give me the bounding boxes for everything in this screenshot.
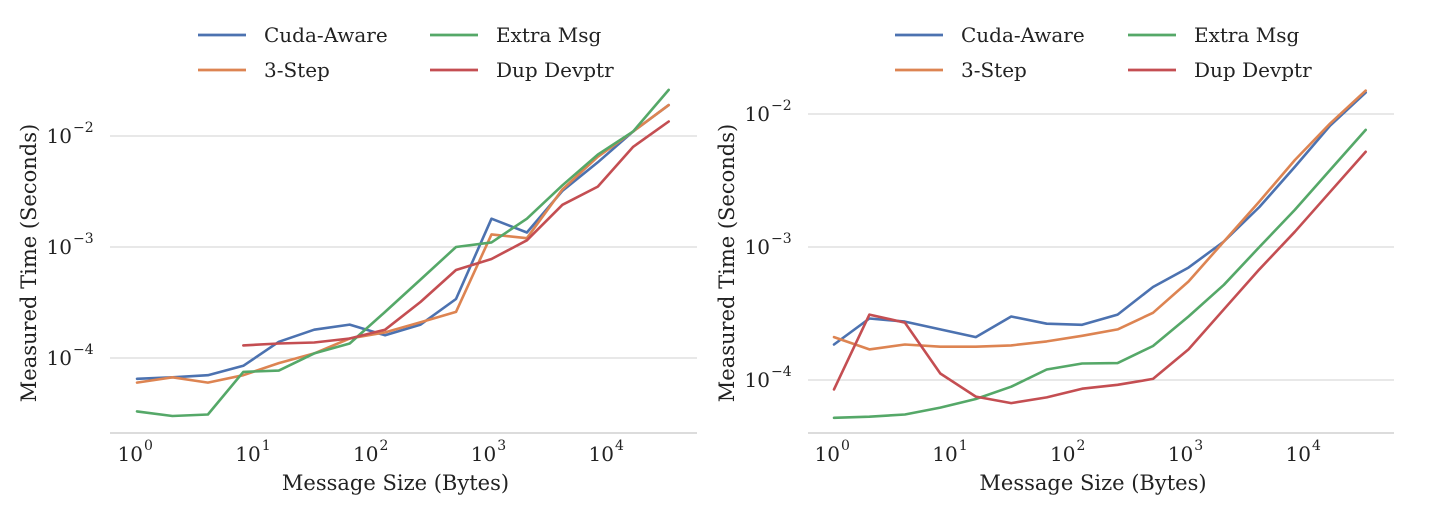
x-tick-exponent: 2 — [380, 438, 389, 454]
x-tick-exponent: 0 — [144, 438, 153, 454]
legend-item: Dup Devptr — [1128, 58, 1312, 82]
x-tick-exponent: 1 — [959, 438, 968, 454]
y-tick-label: 10 — [745, 235, 770, 259]
x-axis-label: Message Size (Bytes) — [979, 471, 1206, 495]
y-tick-label: 10 — [745, 102, 770, 126]
series-line-3-step — [832, 89, 1367, 351]
legend-item: Dup Devptr — [430, 58, 614, 82]
x-tick-label: 10 — [471, 442, 496, 466]
x-tick-exponent: 3 — [497, 438, 506, 454]
legend-label: Dup Devptr — [496, 58, 614, 82]
series-line-extra-msg — [135, 88, 671, 418]
legend-label: 3-Step — [961, 58, 1027, 82]
y-axis-label: Measured Time (Seconds) — [715, 124, 739, 402]
legend-item: 3-Step — [198, 58, 330, 82]
series-line-dup-devptr — [242, 120, 671, 347]
legend-label: Extra Msg — [496, 23, 602, 47]
x-tick-label: 10 — [589, 442, 614, 466]
x-tick-label: 10 — [1168, 442, 1193, 466]
legend-label: Dup Devptr — [1194, 58, 1312, 82]
y-axis-label: Measured Time (Seconds) — [17, 124, 41, 402]
x-tick-label: 10 — [932, 442, 957, 466]
x-axis-label: Message Size (Bytes) — [282, 471, 509, 495]
y-tick-exponent: −3 — [771, 231, 792, 247]
x-tick-label: 10 — [1286, 442, 1311, 466]
legend-label: 3-Step — [264, 58, 330, 82]
x-tick-exponent: 1 — [262, 438, 271, 454]
legend-label: Cuda-Aware — [264, 23, 388, 47]
series-line-dup-devptr — [832, 150, 1367, 405]
series-line-extra-msg — [832, 128, 1367, 420]
series-line-cuda-aware — [832, 91, 1367, 346]
y-tick-exponent: −4 — [73, 342, 94, 358]
legend-label: Cuda-Aware — [961, 23, 1085, 47]
y-tick-exponent: −3 — [73, 231, 94, 247]
x-tick-exponent: 2 — [1077, 438, 1086, 454]
y-tick-label: 10 — [47, 346, 72, 370]
x-tick-label: 10 — [815, 442, 840, 466]
x-tick-exponent: 4 — [1312, 438, 1321, 454]
x-tick-label: 10 — [1050, 442, 1075, 466]
x-tick-exponent: 0 — [841, 438, 850, 454]
x-tick-label: 10 — [235, 442, 260, 466]
series-line-cuda-aware — [135, 103, 671, 381]
series-line-3-step — [135, 103, 671, 384]
x-tick-label: 10 — [353, 442, 378, 466]
x-tick-exponent: 4 — [615, 438, 624, 454]
legend-item: Cuda-Aware — [895, 23, 1085, 47]
legend-item: 3-Step — [895, 58, 1027, 82]
y-tick-label: 10 — [47, 124, 72, 148]
y-tick-label: 10 — [47, 235, 72, 259]
legend-item: Cuda-Aware — [198, 23, 388, 47]
y-tick-exponent: −4 — [771, 364, 792, 380]
legend-item: Extra Msg — [1128, 23, 1300, 47]
y-tick-label: 10 — [745, 368, 770, 392]
y-tick-exponent: −2 — [73, 120, 94, 136]
y-tick-exponent: −2 — [771, 98, 792, 114]
legend-item: Extra Msg — [430, 23, 602, 47]
x-tick-exponent: 3 — [1194, 438, 1203, 454]
legend-label: Extra Msg — [1194, 23, 1300, 47]
x-tick-label: 10 — [118, 442, 143, 466]
